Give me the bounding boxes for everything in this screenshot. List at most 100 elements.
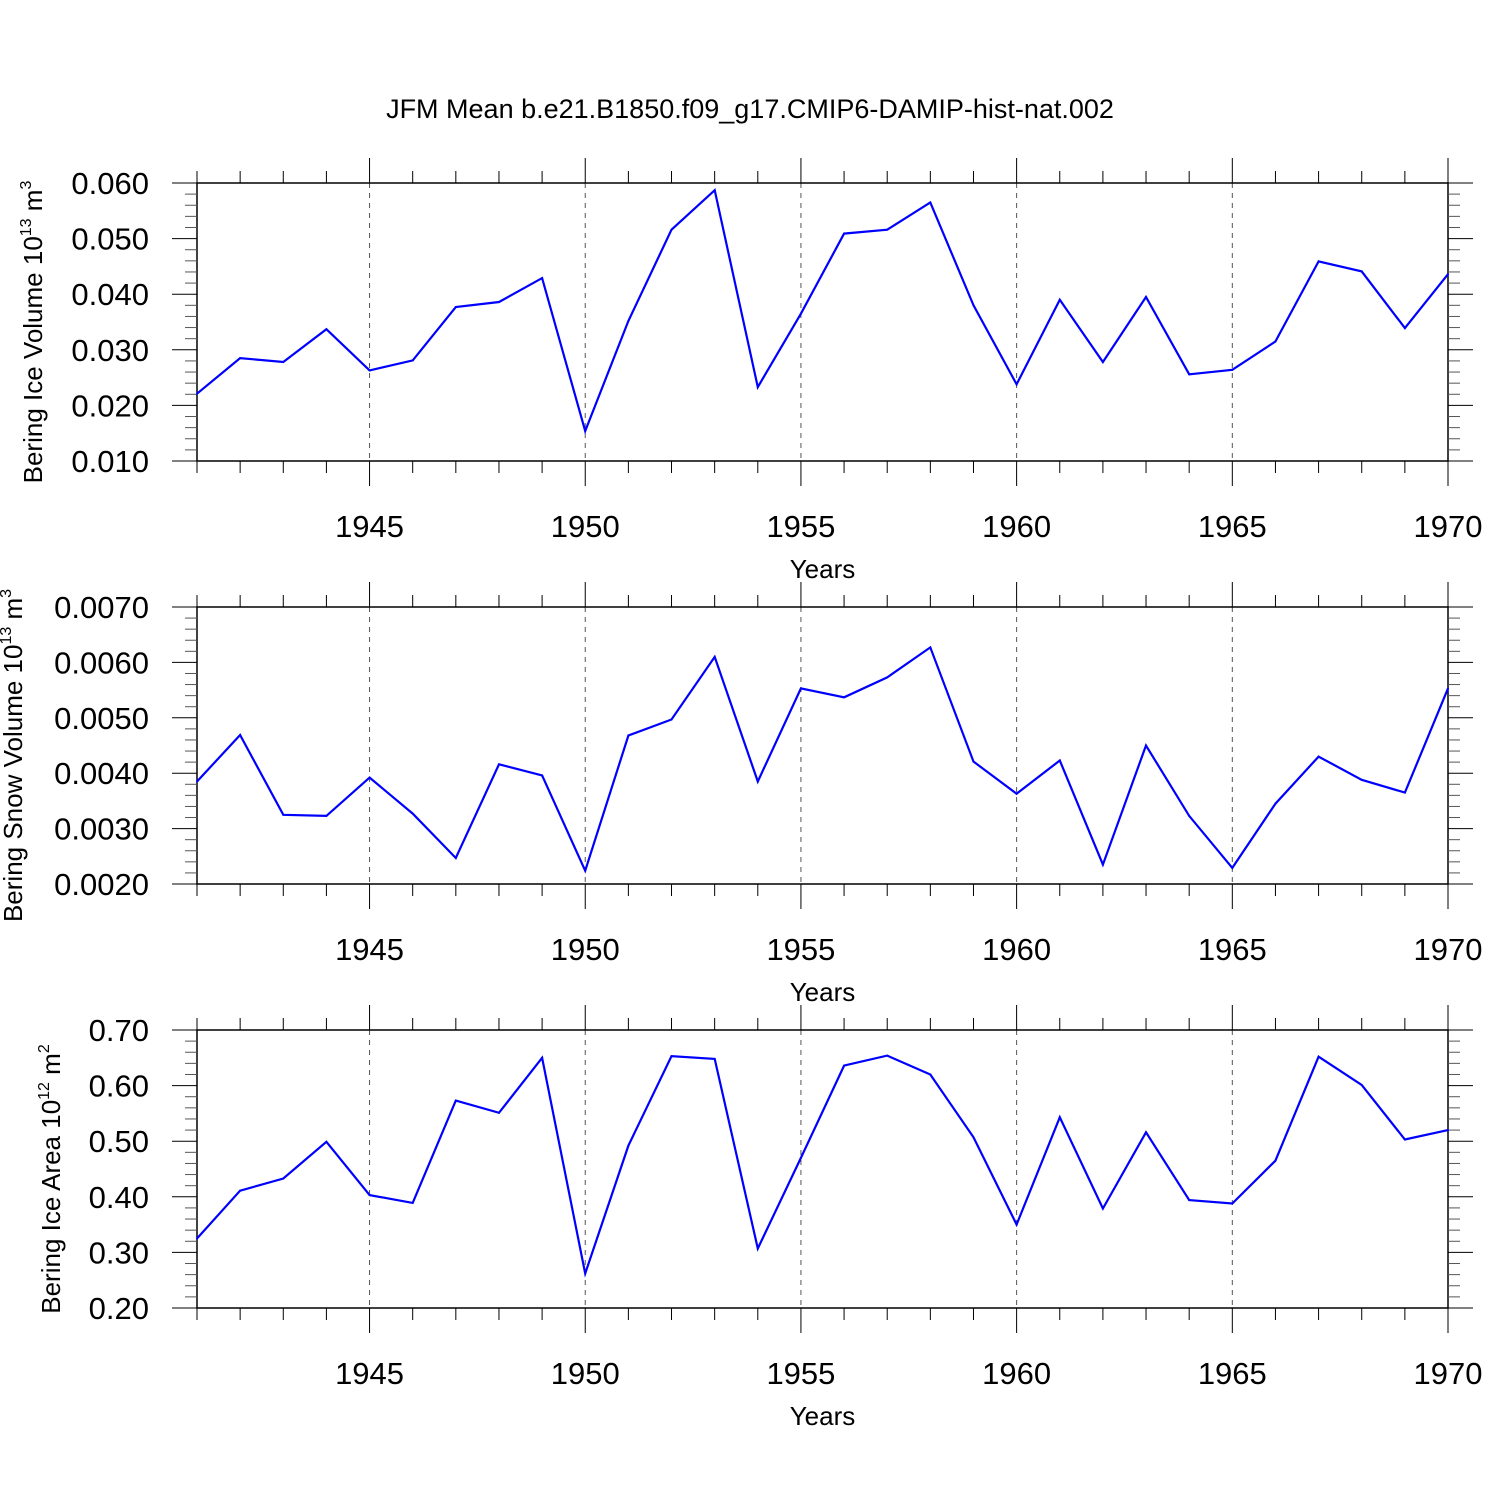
x-tick-label: 1945 <box>335 509 404 544</box>
chart-title: JFM Mean b.e21.B1850.f09_g17.CMIP6-DAMIP… <box>386 94 1114 124</box>
data-point <box>1015 383 1018 386</box>
x-axis-label: Years <box>790 977 856 1007</box>
y-axis-label: Bering Snow Volume 1013 m3 <box>0 589 28 922</box>
data-point <box>584 1272 587 1275</box>
data-point <box>584 869 587 872</box>
data-point <box>670 718 673 721</box>
x-tick-label: 1960 <box>982 1356 1051 1391</box>
data-point <box>1015 792 1018 795</box>
x-tick-label: 1960 <box>982 509 1051 544</box>
data-point <box>756 1247 759 1250</box>
data-point <box>541 774 544 777</box>
data-point <box>411 812 414 815</box>
data-point <box>843 232 846 235</box>
data-point <box>886 676 889 679</box>
data-point <box>1058 298 1061 301</box>
data-point <box>627 319 630 322</box>
data-point <box>368 776 371 779</box>
data-point <box>1447 687 1449 690</box>
data-point <box>1188 1199 1191 1202</box>
data-point <box>239 1189 242 1192</box>
y-tick-label: 0.0050 <box>54 701 149 736</box>
data-point <box>713 189 716 192</box>
data-point <box>1403 791 1406 794</box>
data-point <box>196 1237 198 1240</box>
data-point <box>282 361 285 364</box>
data-point <box>929 1073 932 1076</box>
data-point <box>497 300 500 303</box>
plot-frame <box>196 606 1449 885</box>
x-tick-label: 1965 <box>1198 509 1267 544</box>
data-point <box>972 304 975 307</box>
data-point <box>627 1144 630 1147</box>
data-point <box>1447 1129 1449 1132</box>
y-tick-label: 0.040 <box>71 277 149 312</box>
data-point <box>1231 368 1234 371</box>
data-point <box>1058 759 1061 762</box>
data-point <box>1360 270 1363 273</box>
data-point <box>1274 340 1277 343</box>
y-tick-label: 0.60 <box>89 1069 149 1104</box>
data-point <box>1360 1084 1363 1087</box>
y-axis-label: Bering Ice Area 1012 m2 <box>36 1044 66 1314</box>
x-tick-label: 1970 <box>1414 509 1483 544</box>
y-tick-label: 0.050 <box>71 222 149 257</box>
x-tick-label: 1970 <box>1414 1356 1483 1391</box>
data-point <box>1188 814 1191 817</box>
data-point <box>1188 373 1191 376</box>
data-point <box>1317 1055 1320 1058</box>
data-point <box>541 1056 544 1059</box>
data-point <box>325 328 328 331</box>
x-tick-label: 1950 <box>551 932 620 967</box>
y-tick-label: 0.0040 <box>54 756 149 791</box>
series-line <box>196 645 1450 874</box>
x-tick-label: 1945 <box>335 932 404 967</box>
data-point <box>584 429 587 432</box>
data-point <box>368 369 371 372</box>
data-point <box>670 1055 673 1058</box>
y-tick-label: 0.0020 <box>54 867 149 902</box>
y-tick-label: 0.0070 <box>54 590 149 625</box>
data-point <box>1231 1202 1234 1205</box>
data-point <box>368 1194 371 1197</box>
chart-panel-2: 0.0020 0.0030 0.0040 0.0050 0.0060 0.0070 1945… <box>0 582 1482 1007</box>
data-point <box>1360 778 1363 781</box>
data-point <box>282 813 285 816</box>
data-point <box>282 1177 285 1180</box>
data-point <box>196 392 198 395</box>
y-tick-label: 0.0030 <box>54 812 149 847</box>
y-tick-label: 0.060 <box>71 166 149 201</box>
data-point <box>799 1156 802 1159</box>
data-point <box>972 1136 975 1139</box>
y-tick-label: 0.50 <box>89 1124 149 1159</box>
data-point <box>929 646 932 649</box>
y-tick-label: 0.30 <box>89 1235 149 1270</box>
data-point <box>541 277 544 280</box>
chart-panel-1: 0.010 0.020 0.030 0.040 0.050 0.060 1945 1950 19… <box>18 158 1482 584</box>
y-tick-label: 0.40 <box>89 1180 149 1215</box>
series-line <box>196 1054 1449 1278</box>
x-tick-label: 1950 <box>551 1356 620 1391</box>
plot-frame <box>196 182 1449 462</box>
data-point <box>756 386 759 389</box>
y-axis-label: Bering Ice Volume 1013 m3 <box>18 181 48 484</box>
x-tick-label: 1960 <box>982 932 1051 967</box>
x-tick-label: 1970 <box>1414 932 1483 967</box>
data-point <box>843 1064 846 1067</box>
x-tick-label: 1965 <box>1198 932 1267 967</box>
x-tick-label: 1955 <box>766 509 835 544</box>
x-tick-label: 1955 <box>766 1356 835 1391</box>
data-point <box>1231 866 1234 869</box>
data-point <box>325 1140 328 1143</box>
data-point <box>799 687 802 690</box>
data-point <box>239 733 242 736</box>
data-point <box>196 780 198 783</box>
data-point <box>756 780 759 783</box>
data-point <box>454 1099 457 1102</box>
x-axis-label: Years <box>790 554 856 584</box>
data-point <box>1101 1207 1104 1210</box>
data-point <box>713 1057 716 1060</box>
x-axis-label: Years <box>790 1401 856 1431</box>
data-point <box>454 856 457 859</box>
